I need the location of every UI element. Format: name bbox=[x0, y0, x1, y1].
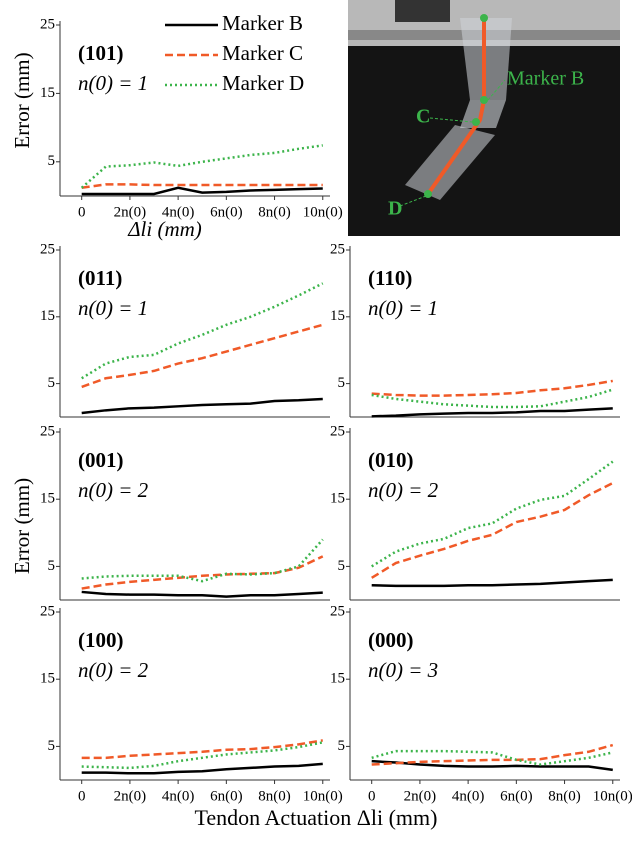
x-tick-label: 2n(0) bbox=[404, 788, 437, 804]
panel: 5 15 25 0 2n(0) 4n(0) 6n(0) 8n(0) 10n(0) (000) n(0… bbox=[330, 603, 632, 804]
legend-label: Marker B bbox=[222, 11, 303, 35]
marker-c bbox=[472, 118, 480, 126]
legend-label: Marker C bbox=[222, 41, 303, 65]
series-line bbox=[81, 739, 323, 760]
series-line bbox=[371, 407, 613, 418]
y-tick-label: 5 bbox=[48, 738, 56, 754]
y-tick-label: 15 bbox=[40, 85, 55, 101]
panel-subtitle: n(0) = 1 bbox=[78, 71, 148, 95]
motor bbox=[395, 0, 450, 22]
panel: 5 15 25 (011) n(0) = 1 bbox=[40, 241, 330, 418]
series-line bbox=[81, 762, 323, 775]
x-tick-label: 8n(0) bbox=[258, 788, 291, 804]
x-tick-label: 4n(0) bbox=[162, 788, 195, 804]
panel-title: (011) bbox=[78, 266, 122, 290]
y-tick-label: 25 bbox=[40, 16, 55, 32]
x-tick-label: 10n(0) bbox=[593, 788, 632, 804]
panel-title: (110) bbox=[368, 266, 412, 290]
panel: 5 15 25 (110) n(0) = 1 bbox=[330, 241, 620, 418]
y-tick-label: 15 bbox=[40, 671, 55, 687]
series-line bbox=[81, 538, 324, 583]
y-axis-label: Error (mm) bbox=[10, 478, 34, 574]
y-tick-label: 25 bbox=[330, 241, 345, 257]
y-tick-label: 25 bbox=[330, 423, 345, 439]
y-tick-label: 15 bbox=[40, 308, 55, 324]
series-line bbox=[81, 555, 324, 590]
pointer bbox=[487, 79, 506, 101]
x-axis-label: Δli (mm) bbox=[127, 217, 202, 241]
panel: 5 15 25 (001) n(0) = 2 Error (mm) bbox=[10, 423, 330, 601]
y-axis-label: Error (mm) bbox=[10, 52, 34, 148]
panel-title: (001) bbox=[78, 448, 124, 472]
series-line bbox=[81, 282, 324, 380]
marker-b bbox=[480, 96, 488, 104]
x-tick-label: 8n(0) bbox=[258, 204, 291, 220]
series-line bbox=[371, 749, 614, 766]
series-line bbox=[81, 590, 323, 598]
series-line bbox=[80, 144, 323, 189]
y-tick-label: 25 bbox=[40, 603, 55, 619]
series-line bbox=[81, 183, 323, 190]
y-tick-label: 15 bbox=[40, 491, 55, 507]
y-tick-label: 5 bbox=[338, 558, 346, 574]
x-tick-label: 0 bbox=[78, 788, 86, 804]
marker-a bbox=[480, 14, 488, 22]
series-line bbox=[371, 388, 614, 409]
panel-subtitle: n(0) = 2 bbox=[368, 478, 439, 502]
panel-title: (010) bbox=[368, 448, 414, 472]
panel-subtitle: n(0) = 3 bbox=[368, 658, 438, 682]
legend-label: Marker D bbox=[222, 71, 304, 95]
y-tick-label: 5 bbox=[338, 375, 346, 391]
y-tick-label: 15 bbox=[330, 491, 345, 507]
x-tick-label: 2n(0) bbox=[114, 204, 147, 220]
y-tick-label: 15 bbox=[330, 671, 345, 687]
x-tick-label: 6n(0) bbox=[500, 788, 533, 804]
y-tick-label: 25 bbox=[40, 423, 55, 439]
panel: 5 15 25 0 2n(0) 4n(0) 6n(0) 8n(0) 10n(0) (100) n(0… bbox=[40, 603, 343, 804]
panel: 5 15 25 0 2n(0) 4n(0) 6n(0) 8n(0) 10n(0) (101) n(0… bbox=[10, 11, 343, 241]
x-tick-label: 4n(0) bbox=[162, 204, 195, 220]
series-line bbox=[81, 397, 323, 415]
x-tick-label: 10n(0) bbox=[303, 204, 343, 220]
panel-subtitle: n(0) = 1 bbox=[368, 296, 438, 320]
panel-subtitle: n(0) = 2 bbox=[78, 478, 149, 502]
x-tick-label: 8n(0) bbox=[548, 788, 581, 804]
series-line bbox=[371, 460, 614, 568]
panel-title: (101) bbox=[78, 41, 124, 65]
y-tick-label: 15 bbox=[330, 308, 345, 324]
series-line bbox=[81, 323, 324, 389]
x-tick-label: 0 bbox=[78, 204, 86, 220]
y-tick-label: 5 bbox=[48, 375, 56, 391]
photo-label: Marker B bbox=[507, 68, 584, 90]
pointer bbox=[429, 117, 473, 123]
backbone bbox=[426, 18, 486, 196]
panel-subtitle: n(0) = 2 bbox=[78, 658, 149, 682]
series-line bbox=[81, 741, 324, 770]
series-line bbox=[371, 743, 614, 766]
panel-subtitle: n(0) = 1 bbox=[78, 296, 148, 320]
series-line bbox=[371, 379, 613, 397]
panel-title: (100) bbox=[78, 628, 124, 652]
y-tick-label: 25 bbox=[40, 241, 55, 257]
x-tick-label: 2n(0) bbox=[114, 788, 147, 804]
y-tick-label: 5 bbox=[48, 558, 56, 574]
y-tick-label: 5 bbox=[48, 153, 56, 169]
x-tick-label: 6n(0) bbox=[210, 204, 243, 220]
shared-x-label: Tendon Actuation Δli (mm) bbox=[195, 805, 438, 830]
y-tick-label: 5 bbox=[338, 738, 346, 754]
photo-label: D bbox=[388, 198, 402, 220]
panel-title: (000) bbox=[368, 628, 414, 652]
x-tick-label: 6n(0) bbox=[210, 788, 243, 804]
x-tick-label: 0 bbox=[368, 788, 376, 804]
series-line bbox=[371, 759, 613, 772]
photo-label: C bbox=[416, 106, 430, 128]
x-tick-label: 10n(0) bbox=[303, 788, 343, 804]
x-tick-label: 4n(0) bbox=[452, 788, 485, 804]
photo: Marker B C D bbox=[348, 0, 620, 236]
series-line bbox=[371, 578, 613, 588]
panel: 5 15 25 (010) n(0) = 2 bbox=[330, 423, 620, 601]
y-tick-label: 25 bbox=[330, 603, 345, 619]
series-line bbox=[81, 186, 323, 196]
